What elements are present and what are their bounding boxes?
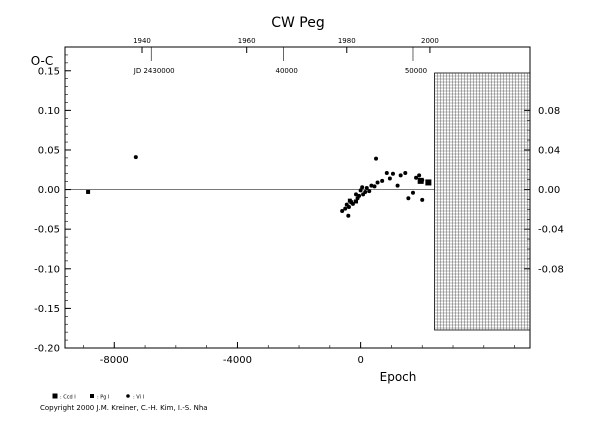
year-tick-label: 1960 xyxy=(238,37,256,45)
vi-point xyxy=(417,173,422,178)
pg-point xyxy=(354,199,359,204)
pg-point xyxy=(349,200,354,205)
vi-point xyxy=(374,156,379,161)
legend-marker-small-square xyxy=(90,394,94,398)
jd-tick-label: 50000 xyxy=(405,67,427,75)
vi-point xyxy=(390,171,395,176)
year-tick-label: 2000 xyxy=(421,37,439,45)
data-points xyxy=(86,155,432,218)
vi-point xyxy=(133,155,138,160)
vi-point xyxy=(350,201,355,206)
legend-label: : Pg I xyxy=(97,395,110,401)
x-tick-label: 0 xyxy=(357,355,363,366)
vi-point xyxy=(340,208,345,213)
vi-point xyxy=(410,190,415,195)
vi-point xyxy=(375,180,380,185)
copyright-text: Copyright 2000 J.M. Kreiner, C.-H. Kim, … xyxy=(40,404,208,412)
jd-tick-label: JD 2430000 xyxy=(133,67,175,75)
right-tick-label: 0.00 xyxy=(538,185,560,196)
y-axis-label: O-C xyxy=(31,54,54,68)
year-tick-label: 1980 xyxy=(338,37,356,45)
jd-tick-label: 40000 xyxy=(276,67,298,75)
right-tick-label: -0.08 xyxy=(538,264,564,275)
x-axis-label: Epoch xyxy=(380,370,417,384)
vi-point xyxy=(414,175,419,180)
year-tick-label: 1940 xyxy=(133,37,151,45)
legend-marker-dot xyxy=(126,394,130,398)
axes: -0.20 -0.15 -0.10 -0.05 0.00 0.05 0.10 0.15 0.08… xyxy=(34,37,564,366)
right-tick-label: -0.04 xyxy=(538,225,564,236)
forecast-region xyxy=(434,72,531,331)
chart-title: CW Peg xyxy=(271,15,325,31)
vi-point xyxy=(387,176,392,181)
vi-point xyxy=(364,185,369,190)
vi-point xyxy=(406,196,411,201)
y-tick-label: 0.15 xyxy=(38,66,60,77)
legend-label: : Ccd I xyxy=(60,395,76,401)
vi-point xyxy=(346,213,351,218)
vi-point xyxy=(420,197,425,202)
vi-point xyxy=(346,205,351,210)
vi-point xyxy=(403,170,408,175)
forecast-frame xyxy=(434,72,531,331)
plot-frame xyxy=(64,46,531,349)
y-tick-label: -0.05 xyxy=(34,225,60,236)
ccd-point xyxy=(425,179,432,186)
right-tick-label: 0.04 xyxy=(538,145,560,156)
vi-point xyxy=(398,173,403,178)
vi-point xyxy=(343,206,348,211)
vi-point xyxy=(380,178,385,183)
vi-point xyxy=(369,183,374,188)
y-tick-label: 0.05 xyxy=(38,145,60,156)
vi-point xyxy=(372,184,377,189)
y-tick-label: -0.20 xyxy=(34,344,60,355)
legend-label: : Vi I xyxy=(133,395,144,401)
y-tick-label: 0.00 xyxy=(38,185,60,196)
vi-point xyxy=(358,188,363,193)
vi-point xyxy=(420,178,425,183)
legend: : Ccd I : Pg I : Vi I xyxy=(52,393,144,401)
pg-point xyxy=(86,189,91,194)
legend-marker-square xyxy=(52,393,58,399)
vi-point xyxy=(360,185,365,190)
x-tick-label: -4000 xyxy=(223,355,252,366)
vi-point xyxy=(395,183,400,188)
x-tick-label: -8000 xyxy=(100,355,129,366)
y-tick-label: -0.10 xyxy=(34,264,60,275)
vi-point xyxy=(363,189,368,194)
right-tick-label: 0.08 xyxy=(538,106,560,117)
y-tick-label: 0.10 xyxy=(38,106,60,117)
vi-point xyxy=(354,192,359,197)
vi-point xyxy=(367,189,372,194)
vi-point xyxy=(384,170,389,175)
vi-point xyxy=(357,193,362,198)
y-tick-label: -0.15 xyxy=(34,304,60,315)
